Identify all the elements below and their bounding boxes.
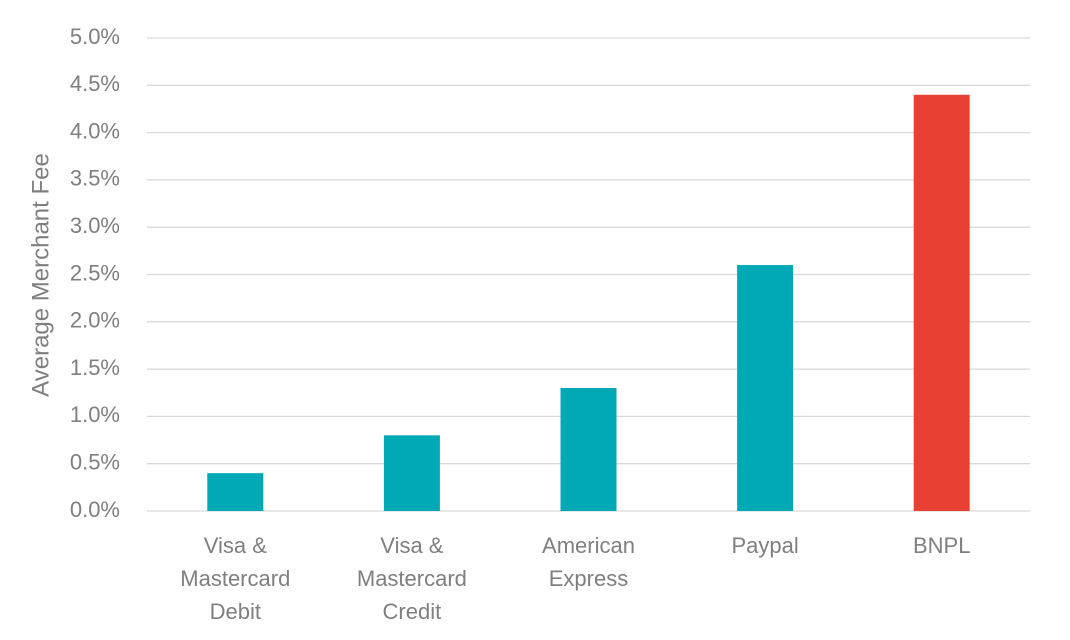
x-tick-label: Paypal — [731, 533, 798, 558]
bar — [383, 435, 440, 511]
y-tick-label: 3.5% — [70, 166, 120, 191]
bar — [913, 94, 970, 511]
x-tick-label: Debit — [210, 599, 261, 624]
x-tick-label: American — [542, 533, 635, 558]
y-tick-label: 4.5% — [70, 71, 120, 96]
y-tick-label: 1.0% — [70, 402, 120, 427]
y-tick-label: 2.0% — [70, 308, 120, 333]
x-tick-label: Visa & — [204, 533, 268, 558]
x-tick-label: Visa & — [380, 533, 444, 558]
x-tick-label: Mastercard — [357, 566, 467, 591]
y-tick-label: 0.5% — [70, 450, 120, 475]
y-axis-title: Average Merchant Fee — [27, 153, 54, 397]
y-tick-label: 5.0% — [70, 24, 120, 49]
y-tick-label: 0.0% — [70, 497, 120, 522]
y-tick-label: 3.0% — [70, 213, 120, 238]
bar — [560, 388, 617, 511]
x-tick-label: BNPL — [913, 533, 970, 558]
y-tick-label: 4.0% — [70, 118, 120, 143]
x-tick-label: Credit — [383, 599, 442, 624]
bar — [207, 473, 264, 511]
bar — [737, 265, 794, 511]
y-tick-label: 1.5% — [70, 355, 120, 380]
x-tick-label: Mastercard — [180, 566, 290, 591]
x-tick-label: Express — [549, 566, 628, 591]
y-tick-label: 2.5% — [70, 260, 120, 285]
